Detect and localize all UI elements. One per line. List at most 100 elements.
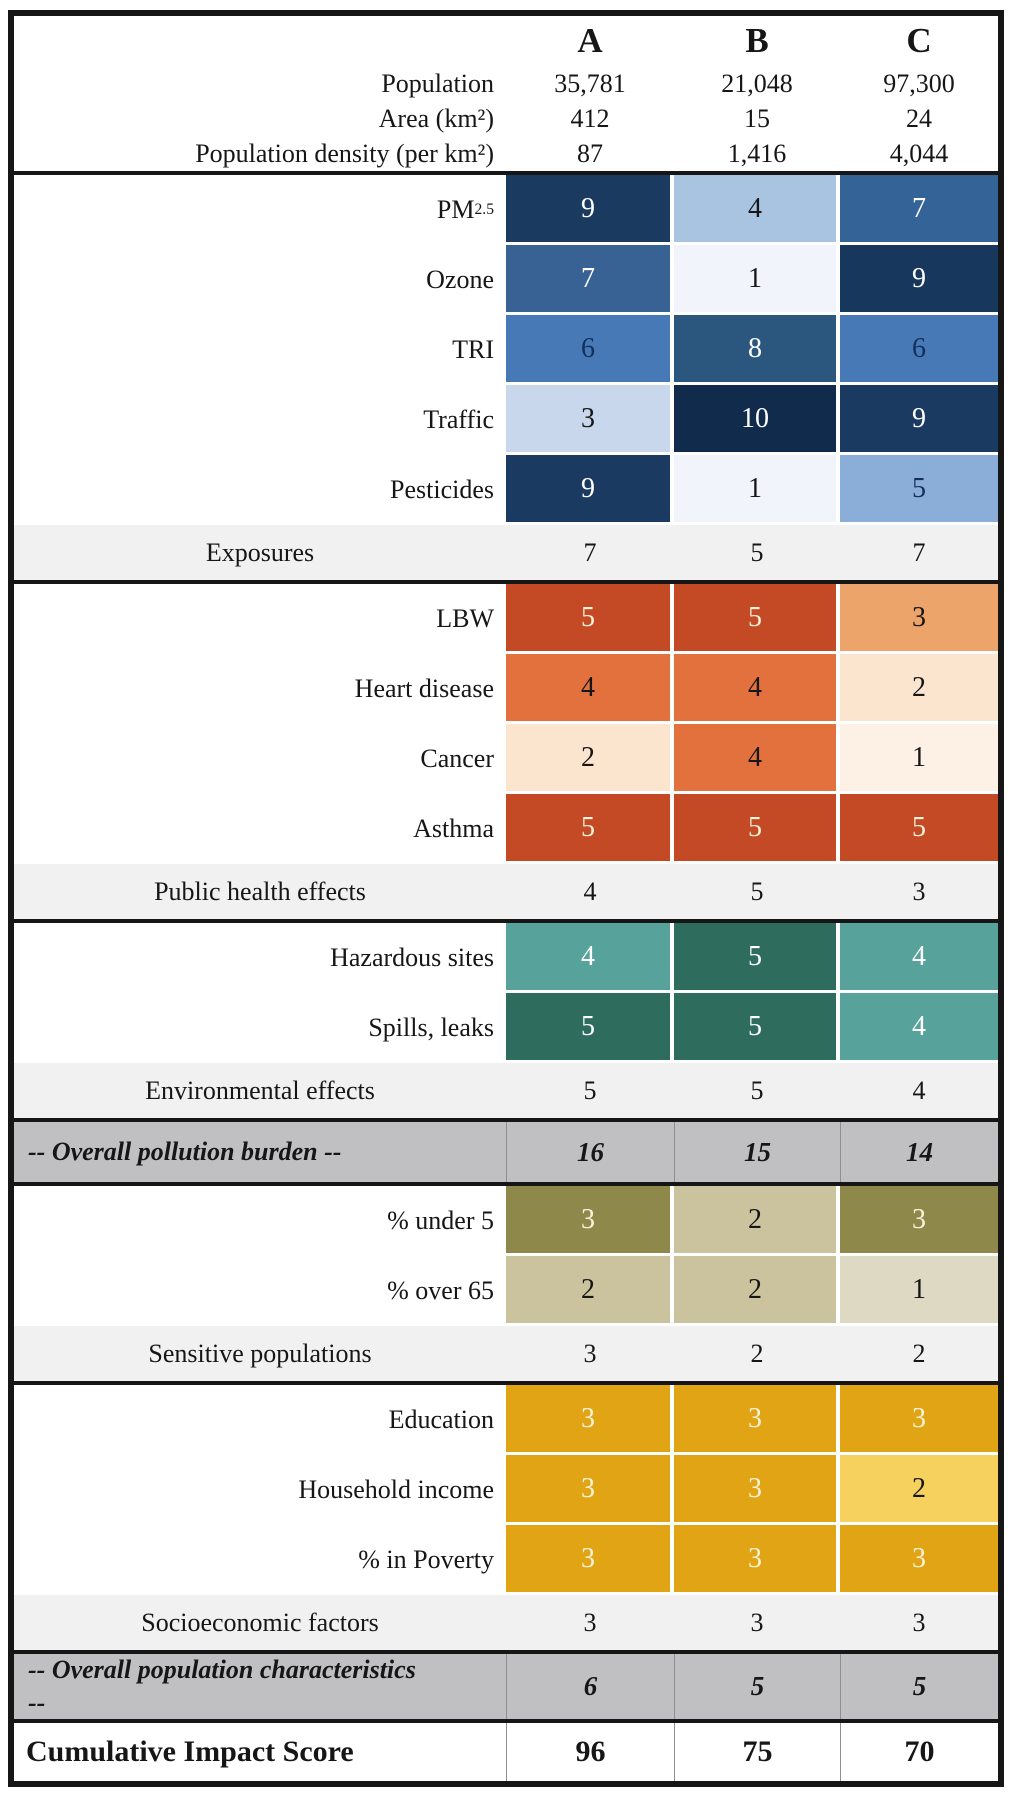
summary-row-public-health: Public health effects 4 5 3 (14, 864, 998, 919)
summary-row-environmental: Environmental effects 5 5 4 (14, 1063, 998, 1118)
table-row: Pesticides 9 1 5 (14, 455, 998, 525)
summary-row-exposures: Exposures 7 5 7 (14, 525, 998, 580)
score-cell: 3 (840, 584, 998, 654)
summary-value: 4 (583, 876, 597, 906)
row-label: Spills, leaks (368, 1013, 494, 1042)
score-cell: 6 (840, 315, 998, 385)
score-cell: 4 (506, 923, 674, 993)
score-cell: 2 (506, 724, 674, 794)
score-cell: 3 (840, 1525, 998, 1595)
info-value: 4,044 (889, 138, 949, 168)
overall-population-characteristics: -- Overall population characteristics --… (14, 1654, 998, 1723)
table-row: Education 3 3 3 (14, 1385, 998, 1455)
info-value: 412 (570, 103, 610, 133)
score-cell: 4 (840, 993, 998, 1063)
overall-value: 5 (674, 1654, 840, 1719)
score-cell: 3 (840, 1385, 998, 1455)
overall-value: 15 (674, 1122, 840, 1182)
summary-value: 7 (912, 537, 926, 567)
summary-label: Exposures (205, 537, 315, 567)
score-cell: 5 (840, 794, 998, 864)
row-label: LBW (436, 604, 494, 633)
table-row: Hazardous sites 4 5 4 (14, 923, 998, 993)
score-cell: 3 (674, 1455, 840, 1525)
score-cell: 8 (674, 315, 840, 385)
overall-label: -- Overall pollution burden -- (28, 1136, 342, 1166)
overall-pollution-burden: -- Overall pollution burden -- 16 15 14 (14, 1122, 998, 1186)
info-row-label: Population density (per km²) (195, 138, 494, 168)
column-header-a: A (577, 21, 603, 60)
info-row-label: Area (km²) (378, 103, 494, 133)
row-label-base: PM (436, 195, 475, 224)
table-row: Household income 3 3 2 (14, 1455, 998, 1525)
score-cell: 5 (674, 993, 840, 1063)
score-cell: 3 (506, 1455, 674, 1525)
summary-value: 7 (583, 537, 597, 567)
row-label: Cancer (420, 744, 494, 773)
info-value: 97,300 (883, 68, 955, 98)
summary-label: Socioeconomic factors (141, 1607, 379, 1637)
total-value: 70 (840, 1723, 998, 1781)
total-label: Cumulative Impact Score (26, 1735, 354, 1768)
section-public-health: LBW 5 5 3 Heart disease 4 4 2 Cancer 2 4 1 Asthma 5 5 5… (14, 584, 998, 923)
score-cell: 2 (506, 1256, 674, 1326)
score-cell: 9 (506, 455, 674, 525)
summary-value: 3 (912, 1607, 926, 1637)
info-row-label: Population (381, 68, 494, 98)
score-cell: 5 (840, 455, 998, 525)
score-cell: 3 (506, 1186, 674, 1256)
row-label: % in Poverty (358, 1545, 494, 1574)
column-header-b: B (745, 21, 769, 60)
section-environmental: Hazardous sites 4 5 4 Spills, leaks 5 5 4 Enviro… (14, 923, 998, 1122)
score-cell: 1 (840, 724, 998, 794)
row-label: Pesticides (390, 475, 494, 504)
score-cell: 2 (674, 1186, 840, 1256)
row-label-subscript: 2.5 (474, 201, 495, 219)
row-label: TRI (452, 335, 494, 364)
overall-label: -- Overall population characteristics -- (28, 1655, 416, 1717)
score-cell: 1 (674, 245, 840, 315)
row-label: Hazardous sites (330, 943, 494, 972)
table-header: A B C Population 35,781 21,048 97,300 Area (km²… (14, 16, 998, 175)
info-value: 15 (744, 103, 770, 133)
summary-value: 3 (583, 1607, 597, 1637)
summary-value: 5 (750, 876, 764, 906)
row-label: Heart disease (354, 674, 494, 703)
summary-value: 5 (583, 1075, 597, 1105)
table-row: Heart disease 4 4 2 (14, 654, 998, 724)
score-cell: 4 (674, 724, 840, 794)
row-label: Household income (298, 1475, 494, 1504)
summary-row-socioeconomic: Socioeconomic factors 3 3 3 (14, 1595, 998, 1650)
score-cell: 3 (674, 1525, 840, 1595)
summary-value: 5 (750, 1075, 764, 1105)
score-cell: 2 (840, 1455, 998, 1525)
info-row: Population 35,781 21,048 97,300 (14, 66, 998, 101)
summary-value: 3 (750, 1607, 764, 1637)
column-header-c: C (906, 21, 932, 60)
score-cell: 2 (840, 654, 998, 724)
total-value: 96 (506, 1723, 674, 1781)
score-cell: 4 (674, 175, 840, 245)
score-cell: 5 (674, 794, 840, 864)
info-row: Population density (per km²) 87 1,416 4,044 (14, 136, 998, 171)
score-cell: 9 (840, 245, 998, 315)
score-cell: 7 (840, 175, 998, 245)
overall-value: 16 (506, 1122, 674, 1182)
cumulative-impact-table: A B C Population 35,781 21,048 97,300 Area (km²… (8, 10, 1004, 1787)
table-row: Traffic 3 10 9 (14, 385, 998, 455)
table-row: LBW 5 5 3 (14, 584, 998, 654)
table-row: PM 2.5 9 4 7 (14, 175, 998, 245)
score-cell: 1 (840, 1256, 998, 1326)
info-value: 24 (906, 103, 932, 133)
info-value: 21,048 (721, 68, 793, 98)
summary-value: 5 (750, 537, 764, 567)
score-cell: 5 (674, 923, 840, 993)
section-exposures: PM 2.5 9 4 7 Ozone 7 1 9 TRI 6 8 6 Traffic 3 10 9 Pestici… (14, 175, 998, 584)
summary-value: 2 (750, 1338, 764, 1368)
row-label: PM 2.5 (14, 175, 506, 245)
table-row: Ozone 7 1 9 (14, 245, 998, 315)
summary-value: 3 (912, 876, 926, 906)
score-cell: 5 (506, 993, 674, 1063)
score-cell: 6 (506, 315, 674, 385)
